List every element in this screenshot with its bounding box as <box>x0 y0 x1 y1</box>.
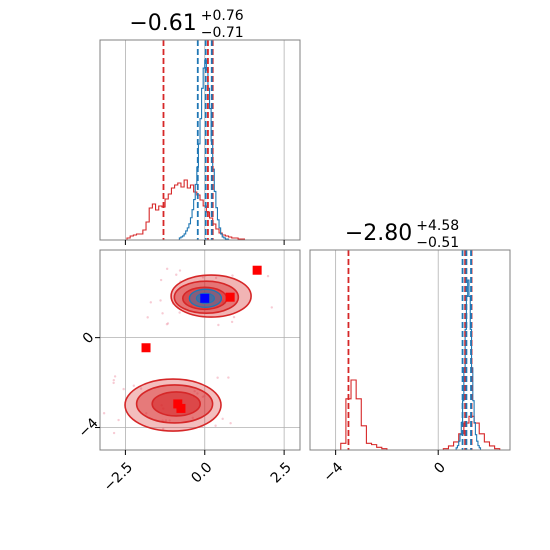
p3-ytick-label-1: 0 <box>80 329 98 347</box>
p4-frame <box>309 249 511 451</box>
p4-xtick-label-0: −4 <box>320 459 346 485</box>
p3-xtick-label-0: −2.5 <box>101 459 136 494</box>
p1-title: −0.61 +0.76−0.71 <box>129 8 243 41</box>
p3-sample-point-51 <box>221 417 224 421</box>
p3-marker-red-4 <box>252 265 262 275</box>
p3-xtick-label-1: 0.0 <box>188 459 215 486</box>
p3-sample-point-19 <box>122 387 125 391</box>
p3-sample-point-27 <box>162 427 165 431</box>
p3-sample-point-59 <box>214 424 217 427</box>
p3-sample-point-13 <box>229 422 232 425</box>
p4-title: −2.80 +4.58−0.51 <box>345 218 459 251</box>
p3-sample-point-5 <box>139 387 143 390</box>
p3-sample-point-52 <box>146 316 149 319</box>
p3-sample-point-47 <box>113 375 117 378</box>
p3-sample-point-22 <box>175 273 178 276</box>
p4-hist-blue <box>455 279 482 450</box>
p3-sample-point-34 <box>178 311 181 314</box>
p3-sample-point-41 <box>145 412 148 415</box>
p4-title-lower: −0.51 <box>416 235 459 251</box>
p3-sample-point-11 <box>227 376 230 379</box>
p3-marker-red-0 <box>141 343 151 353</box>
p3-marker-red-2 <box>176 403 186 413</box>
p3-sample-point-53 <box>196 392 199 395</box>
p1-hist-blue <box>178 59 230 240</box>
p3-sample-point-50 <box>159 278 163 282</box>
p3-sample-point-43 <box>193 389 196 393</box>
p1-title-lower: −0.71 <box>201 25 244 41</box>
p3-frame <box>99 249 301 451</box>
p4-title-upper: +4.58 <box>416 218 459 234</box>
p3-sample-point-37 <box>216 376 219 379</box>
p4-xtick-label-1: 0 <box>431 459 449 477</box>
p3-sample-point-16 <box>165 267 169 271</box>
p3-sample-point-23 <box>164 419 168 422</box>
p3-sample-point-21 <box>112 378 115 382</box>
p3-sample-point-1 <box>117 418 120 422</box>
p3-sample-point-28 <box>149 301 152 304</box>
p3-sample-point-8 <box>232 315 236 319</box>
p3-marker-red-3 <box>225 292 235 302</box>
p3-sample-point-44 <box>178 269 182 272</box>
p3-sample-point-58 <box>214 276 218 280</box>
p3-sample-point-39 <box>201 395 205 399</box>
p3-sample-point-6 <box>230 320 234 324</box>
p3-sample-point-56 <box>165 323 169 326</box>
p3-marker-blue-0 <box>200 293 210 303</box>
p3-sample-point-57 <box>112 431 116 435</box>
p3-sample-point-32 <box>201 276 205 279</box>
p3-sample-point-26 <box>161 312 164 315</box>
p3-sample-point-54 <box>231 274 234 277</box>
p3-sample-point-38 <box>266 274 270 278</box>
p3-sample-point-7 <box>168 419 171 422</box>
p3-sample-point-3 <box>112 381 115 385</box>
p3-ytick-label-0: −4 <box>76 415 102 441</box>
p3-sample-point-45 <box>102 412 106 415</box>
p1-frame <box>99 39 301 241</box>
p3-sample-point-40 <box>217 323 220 327</box>
p3-sample-point-30 <box>270 306 274 309</box>
p3-sample-point-12 <box>159 299 162 302</box>
p3-sample-point-55 <box>132 384 136 387</box>
p3-sample-point-15 <box>191 416 194 420</box>
p1-title-upper: +0.76 <box>201 8 244 24</box>
p3-xtick-label-2: 2.5 <box>268 459 295 486</box>
p4-title-median: −2.80 <box>345 221 412 246</box>
p4-hist-red <box>340 379 501 451</box>
p1-title-median: −0.61 <box>129 11 196 36</box>
